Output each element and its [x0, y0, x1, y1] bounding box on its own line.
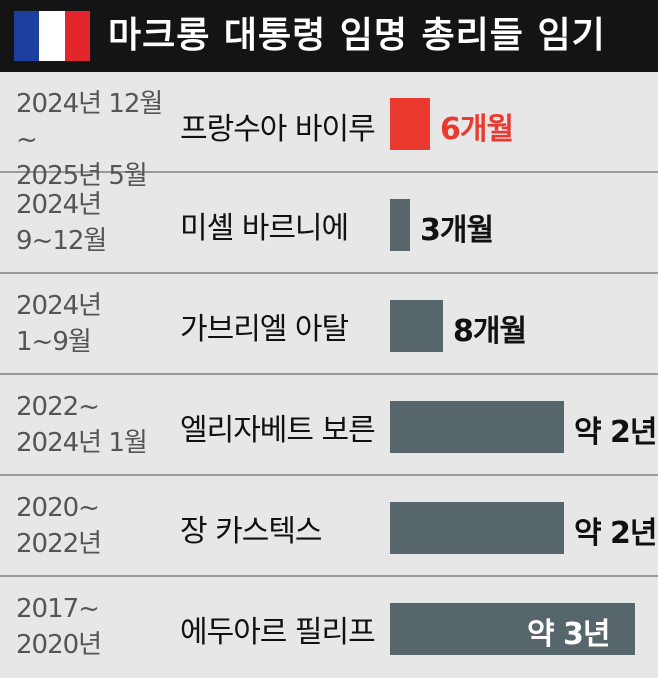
- chart-row: 2024년 1~9월 가브리엘 아탈 8개월: [0, 274, 658, 375]
- duration-bar: [390, 603, 635, 655]
- duration-label: 약 2년: [574, 415, 658, 450]
- france-flag-icon: [14, 11, 90, 61]
- duration-label: 약 3년: [527, 617, 611, 652]
- chart-title: 마크롱 대통령 임명 총리들 임기: [108, 15, 606, 56]
- header: 마크롱 대통령 임명 총리들 임기: [0, 0, 658, 72]
- chart-row: 2020~ 2022년 장 카스텍스 약 2년: [0, 476, 658, 577]
- prime-minister-name: 미셸 바르니에: [180, 211, 349, 246]
- chart-row: 2024년 9~12월 미셸 바르니에 3개월: [0, 173, 658, 274]
- chart-row: 2022~ 2024년 1월 엘리자베트 보른 약 2년: [0, 375, 658, 476]
- term-period: 2022~ 2024년 1월: [16, 392, 148, 458]
- flag-white: [39, 11, 65, 61]
- prime-minister-name: 프랑수아 바이루: [180, 112, 376, 147]
- term-period: 2020~ 2022년: [16, 493, 102, 559]
- term-period: 2024년 9~12월: [16, 190, 107, 256]
- prime-minister-name: 가브리엘 아탈: [180, 312, 349, 347]
- duration-bar: [390, 300, 443, 352]
- flag-blue: [14, 11, 40, 61]
- term-period: 2017~ 2020년: [16, 594, 102, 660]
- chart-row: 2024년 12월~ 2025년 5월 프랑수아 바이루 6개월: [0, 72, 658, 191]
- duration-bar: [390, 98, 430, 150]
- duration-bar: [390, 199, 410, 251]
- chart-row: 2017~ 2020년 에두아르 필리프 약 3년: [0, 577, 658, 678]
- prime-minister-name: 엘리자베트 보른: [180, 413, 376, 448]
- flag-red: [64, 11, 90, 61]
- term-period: 2024년 12월~ 2025년 5월: [16, 89, 163, 191]
- prime-minister-name: 에두아르 필리프: [180, 615, 376, 650]
- duration-bar: [390, 401, 564, 453]
- duration-label: 3개월: [420, 213, 494, 248]
- duration-label: 6개월: [440, 112, 514, 147]
- duration-bar: [390, 502, 564, 554]
- duration-label: 8개월: [453, 314, 527, 349]
- duration-label: 약 2년: [574, 516, 658, 551]
- term-period: 2024년 1~9월: [16, 291, 102, 357]
- prime-minister-name: 장 카스텍스: [180, 514, 323, 549]
